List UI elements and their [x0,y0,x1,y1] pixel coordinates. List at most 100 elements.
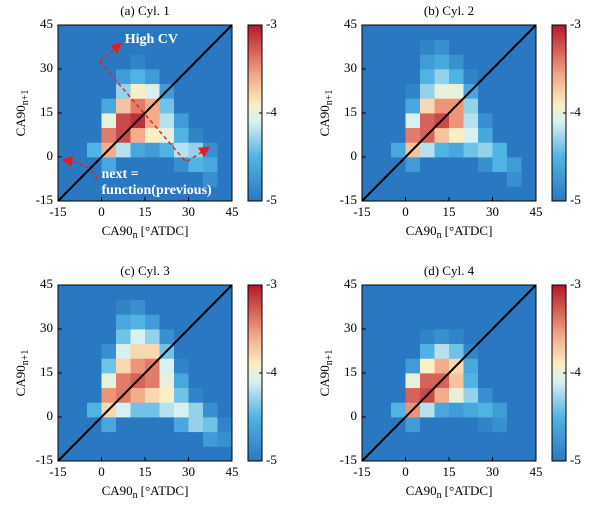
y-axis-label: CA90n+1 [13,90,31,137]
heat-cell [87,83,102,99]
heat-cell [449,113,464,129]
heat-cell [101,285,117,301]
heat-cell [391,127,406,143]
heat-cell [116,171,131,187]
heat-cell [449,171,464,187]
heat-cell [463,113,479,129]
heat-cell [188,431,204,447]
heat-cell [217,329,233,345]
heat-cell [58,25,73,41]
heat-cell [463,387,479,403]
heat-cell [72,25,88,41]
y-tick-label: 15 [344,104,357,119]
heat-cell [203,186,218,202]
heat-cell [391,54,406,70]
heat-cell [478,417,493,433]
heat-cell [203,343,218,359]
heat-cell [405,387,421,403]
heat-cell [362,417,377,433]
heat-cell [116,431,131,447]
x-tick-label: 30 [182,204,195,219]
heat-cell [87,171,102,187]
heat-cell [87,373,102,389]
colorbar-tick-label: -4 [570,364,581,379]
heat-cell [203,402,218,418]
heat-cell [130,142,146,158]
x-tick-label: 45 [226,464,239,479]
heat-cell [58,69,73,85]
heat-cell [58,142,73,158]
heat-cell [203,25,218,41]
heat-cell [405,329,421,345]
heat-cell [174,186,189,202]
heat-cell [174,98,189,114]
heat-cell [145,25,160,41]
heat-cell [405,127,421,143]
heat-cell [376,299,392,315]
heat-cell [420,373,435,389]
x-tick-label: 30 [182,464,195,479]
heat-cell [87,402,102,418]
heat-cell [507,127,522,143]
x-tick-label: 0 [402,464,409,479]
heat-cell [362,98,377,114]
heat-cell [449,387,464,403]
heat-cell [434,69,450,85]
heat-cell [492,113,508,129]
heat-cell [492,402,508,418]
heat-cell [492,69,508,85]
heat-cell [405,299,421,315]
heat-cell [420,417,435,433]
heat-cell [405,69,421,85]
y-axis-label: CA90n+1 [317,350,335,397]
heat-cell [72,299,88,315]
colorbar-tick-label: -4 [570,104,581,119]
heat-cell [434,127,450,143]
heat-cell [174,446,189,462]
heat-cell [58,171,73,187]
heat-cell [492,142,508,158]
heat-cell [463,54,479,70]
heat-cell [492,373,508,389]
heat-cell [521,98,537,114]
x-axis-label: CA90n [°ATDC] [102,223,189,241]
y-tick-label: 15 [40,104,53,119]
heat-cell [145,157,160,173]
heat-cell [159,157,175,173]
heat-cell [478,127,493,143]
heat-cell [58,127,73,143]
heat-cell [362,387,377,403]
heat-cell [405,417,421,433]
heat-cell [478,186,493,202]
heat-cell [492,358,508,374]
heat-cell [434,54,450,70]
heat-cell [174,314,189,330]
heat-cell [159,402,175,418]
heat-cell [463,69,479,85]
heat-cell [174,171,189,187]
heat-cell [159,431,175,447]
heat-cell [405,98,421,114]
heat-cell [188,285,204,301]
heat-cell [420,83,435,99]
heat-cell [463,285,479,301]
identity-line [361,284,537,462]
heat-cell [449,446,464,462]
x-axis-label: CA90n [°ATDC] [406,483,493,501]
heat-cell [174,285,189,301]
heat-cell [391,358,406,374]
heat-cell [174,417,189,433]
heat-cell [521,127,537,143]
heat-cell [188,127,204,143]
heat-cell [145,446,160,462]
heat-cell [434,142,450,158]
heat-cell [203,285,218,301]
heat-cell [434,387,450,403]
heat-cell [507,113,522,129]
heat-cell [130,417,146,433]
heat-cell [217,98,233,114]
heat-cell [463,358,479,374]
heat-cell [449,431,464,447]
heat-cell [521,314,537,330]
